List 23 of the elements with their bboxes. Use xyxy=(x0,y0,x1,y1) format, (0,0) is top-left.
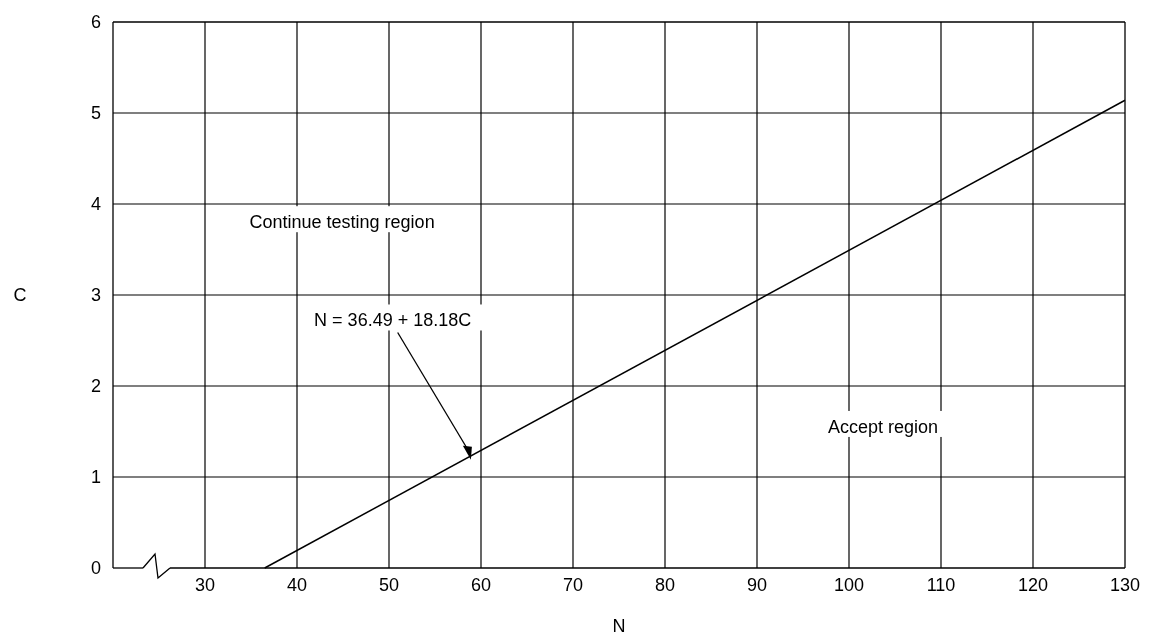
y-tick-label: 0 xyxy=(90,558,101,578)
y-axis-title: C xyxy=(13,285,27,305)
y-tick-label: 1 xyxy=(90,467,101,487)
y-tick-label: 4 xyxy=(90,194,101,214)
x-tick-label: 70 xyxy=(562,575,584,595)
y-tick-label: 6 xyxy=(90,12,101,32)
annotation: Continue testing region xyxy=(249,212,435,233)
y-tick-label: 2 xyxy=(90,376,101,396)
annotation: N = 36.49 + 18.18C xyxy=(314,310,472,331)
x-tick-label: 90 xyxy=(746,575,768,595)
annotation: Accept region xyxy=(828,416,939,437)
x-tick-label: 40 xyxy=(286,575,308,595)
x-tick-label: 130 xyxy=(1109,575,1141,595)
x-tick-label: 110 xyxy=(926,575,956,595)
x-tick-label: 60 xyxy=(470,575,492,595)
x-tick-label: 30 xyxy=(194,575,216,595)
x-tick-label: 100 xyxy=(833,575,865,595)
y-tick-label: 3 xyxy=(90,285,101,305)
y-tick-label: 5 xyxy=(90,103,101,123)
x-tick-label: 80 xyxy=(654,575,676,595)
x-tick-label: 50 xyxy=(378,575,400,595)
x-axis-title: N xyxy=(612,616,626,636)
x-tick-label: 120 xyxy=(1017,575,1049,595)
